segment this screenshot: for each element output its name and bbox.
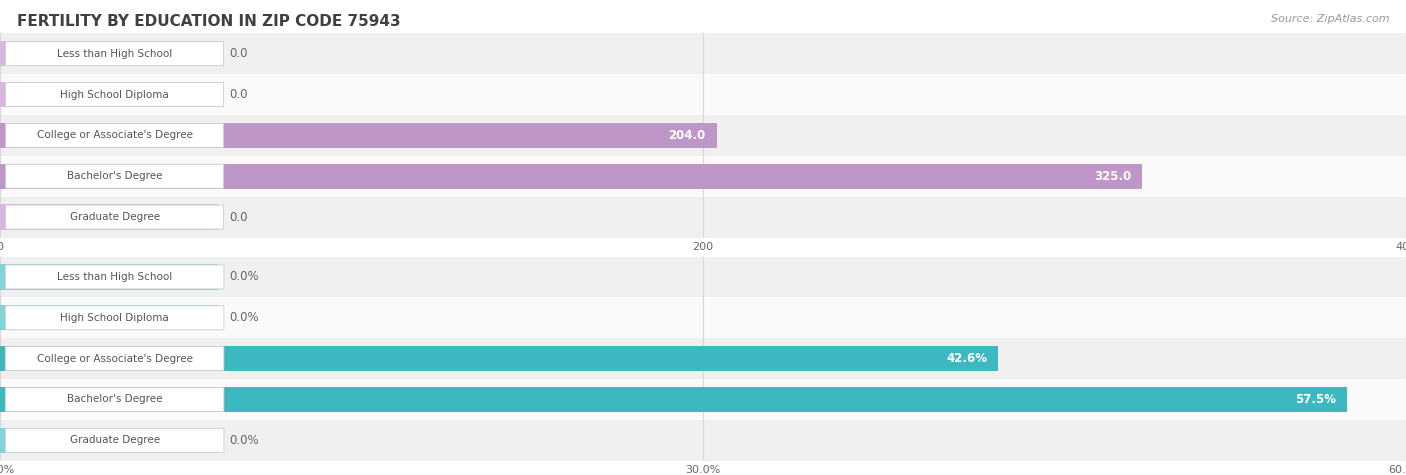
Text: 0.0%: 0.0% (229, 311, 259, 324)
Text: 325.0: 325.0 (1094, 170, 1132, 183)
Text: 0.0: 0.0 (229, 88, 247, 101)
Text: 57.5%: 57.5% (1295, 393, 1336, 406)
Bar (0, 338, 1406, 379)
Text: Source: ZipAtlas.com: Source: ZipAtlas.com (1271, 14, 1389, 24)
FancyBboxPatch shape (6, 83, 224, 106)
Bar (0, 305, 218, 331)
Bar (0, 156, 1406, 197)
FancyBboxPatch shape (6, 428, 224, 452)
FancyBboxPatch shape (6, 164, 224, 188)
Bar (0, 420, 1406, 461)
Bar (0, 297, 1406, 338)
Text: 42.6%: 42.6% (946, 352, 987, 365)
FancyBboxPatch shape (6, 42, 224, 66)
Text: 0.0: 0.0 (229, 47, 247, 60)
Text: Graduate Degree: Graduate Degree (69, 435, 160, 446)
FancyBboxPatch shape (6, 347, 224, 370)
FancyBboxPatch shape (6, 306, 224, 330)
Bar (0, 41, 218, 66)
Text: Less than High School: Less than High School (58, 272, 172, 282)
Text: High School Diploma: High School Diploma (60, 89, 169, 100)
FancyBboxPatch shape (6, 388, 224, 411)
FancyBboxPatch shape (6, 265, 224, 289)
Text: 0.0%: 0.0% (229, 434, 259, 447)
Bar (0, 123, 717, 148)
Bar (0, 379, 1406, 420)
Text: Less than High School: Less than High School (58, 48, 172, 59)
Bar (0, 256, 1406, 297)
Text: 204.0: 204.0 (669, 129, 706, 142)
Text: College or Associate's Degree: College or Associate's Degree (37, 353, 193, 364)
Bar (0, 387, 1347, 412)
Bar (0, 428, 218, 453)
Text: 0.0: 0.0 (229, 210, 247, 224)
Text: Graduate Degree: Graduate Degree (69, 212, 160, 222)
Text: FERTILITY BY EDUCATION IN ZIP CODE 75943: FERTILITY BY EDUCATION IN ZIP CODE 75943 (17, 14, 401, 29)
Text: 0.0%: 0.0% (229, 270, 259, 284)
FancyBboxPatch shape (6, 205, 224, 229)
Bar (0, 82, 218, 107)
FancyBboxPatch shape (6, 124, 224, 147)
Text: Bachelor's Degree: Bachelor's Degree (67, 171, 162, 181)
Bar (0, 204, 218, 230)
Text: College or Associate's Degree: College or Associate's Degree (37, 130, 193, 141)
Bar (0, 264, 218, 290)
Text: High School Diploma: High School Diploma (60, 313, 169, 323)
Bar (0, 197, 1406, 238)
Bar (0, 74, 1406, 115)
Text: Bachelor's Degree: Bachelor's Degree (67, 394, 162, 405)
Bar (0, 346, 998, 371)
Bar (0, 33, 1406, 74)
Bar (0, 163, 1142, 189)
Bar (0, 115, 1406, 156)
